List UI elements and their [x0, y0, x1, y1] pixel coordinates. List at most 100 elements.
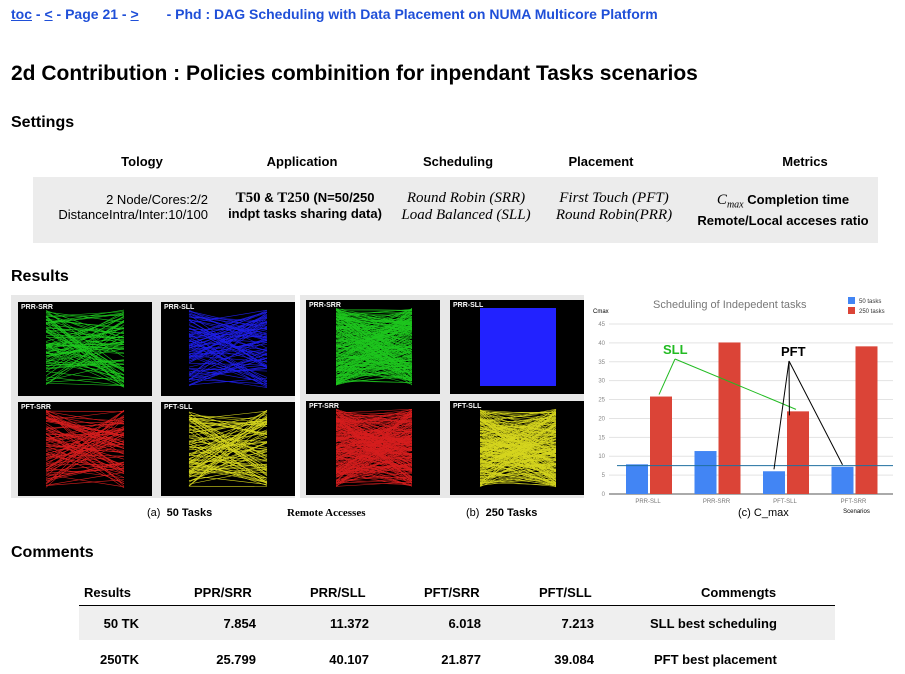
placement-prr: Round Robin(PRR)	[546, 207, 682, 224]
caption-bold: 50 Tasks	[167, 507, 213, 519]
tile-label: PFT-SLL	[164, 404, 192, 411]
tile-label: PFT-SRR	[21, 404, 51, 411]
table-header-row: Results PPR/SRR PRR/SLL PFT/SRR PFT/SLL …	[79, 580, 835, 606]
next-page-link[interactable]: >	[130, 6, 138, 22]
annotation-pft: PFT	[781, 344, 806, 359]
breadcrumb: toc - < - Page 21 - > - Phd : DAG Schedu…	[11, 6, 658, 22]
comments-table: Results PPR/SRR PRR/SLL PFT/SRR PFT/SLL …	[79, 580, 835, 674]
x-tick-label: PFT-SRR	[841, 499, 867, 505]
tile-50-prr-sll: PRR-SLL	[161, 302, 295, 396]
scheduling-srr: Round Robin (SRR)	[394, 190, 538, 207]
y-tick-label: 25	[598, 398, 605, 404]
tile-label: PRR-SRR	[309, 302, 341, 309]
nav-separator: -	[36, 6, 41, 22]
tile-label: PRR-SLL	[164, 304, 194, 311]
column-header-metrics: Metrics	[782, 154, 828, 169]
comments-heading: Comments	[11, 544, 94, 562]
annotation-pointer	[659, 359, 675, 395]
y-tick-label: 30	[598, 379, 605, 385]
annotation-sll: SLL	[663, 342, 688, 357]
legend-label: 50 tasks	[859, 299, 881, 305]
legend-label: 250 tasks	[859, 309, 885, 315]
toc-link[interactable]: toc	[11, 6, 32, 22]
application-cell: T50 & T250 (N=50/250 indpt tasks sharing…	[220, 190, 390, 221]
caption-remote-accesses: Remote Accesses	[287, 507, 366, 519]
metrics-cell: Cmax Completion time Remote/Local accese…	[688, 192, 878, 228]
column-header-scheduling: Scheduling	[423, 154, 493, 169]
column-header: Commengts	[701, 585, 776, 600]
table-row: 50 TK 7.854 11.372 6.018 7.213 SLL best …	[79, 606, 835, 640]
table-cell: 7.854	[179, 616, 256, 631]
metrics-cmax-sub: max	[727, 200, 744, 211]
tile-label: PRR-SRR	[21, 304, 53, 311]
bar	[626, 464, 648, 494]
table-cell: PFT best placement	[654, 652, 777, 667]
legend-swatch	[848, 297, 855, 304]
annotation-pointer	[774, 361, 789, 469]
table-cell: 7.213	[519, 616, 594, 631]
column-header-topology: Tology	[121, 154, 163, 169]
table-cell: SLL best scheduling	[650, 616, 777, 631]
page-number: Page 21	[65, 6, 118, 22]
bar	[650, 397, 672, 494]
x-tick-label: PRR-SLL	[635, 499, 661, 505]
placement-pft: First Touch (PFT)	[546, 190, 682, 207]
y-tick-label: 35	[598, 360, 605, 366]
y-tick-label: 45	[598, 322, 605, 328]
remote-accesses-50-panel: PRR-SRR PRR-SLL PFT-SRR PFT-SLL	[11, 295, 295, 498]
metrics-cmax: C	[717, 192, 727, 208]
bar	[832, 467, 854, 494]
caption-label: (b)	[466, 507, 479, 519]
application-amp: &	[264, 190, 273, 205]
metrics-completion: Completion time	[747, 192, 849, 207]
settings-heading: Settings	[11, 114, 74, 132]
metrics-ratio: Remote/Local acceses ratio	[688, 213, 878, 228]
tile-label: PFT-SLL	[453, 403, 481, 410]
page-title: 2d Contribution : Policies combinition f…	[11, 62, 698, 86]
table-cell: 25.799	[179, 652, 256, 667]
caption-bold: 250 Tasks	[486, 507, 538, 519]
x-tick-label: PRR-SRR	[703, 499, 731, 505]
nav-separator: -	[122, 6, 127, 22]
x-axis-label: Scenarios	[843, 509, 870, 515]
y-tick-label: 5	[602, 473, 606, 479]
column-header-application: Application	[267, 154, 338, 169]
application-n: (N=50/250	[313, 190, 374, 205]
settings-table-header: Tology Application Scheduling Placement …	[33, 154, 878, 172]
application-t50: T50	[236, 190, 261, 206]
y-axis-label: Cmax	[593, 309, 609, 315]
bar	[856, 346, 878, 494]
tile-250-prr-sll: PRR-SLL	[450, 300, 584, 394]
tile-50-pft-sll: PFT-SLL	[161, 402, 295, 496]
nav-separator: -	[57, 6, 62, 22]
y-tick-label: 15	[598, 435, 605, 441]
tile-250-prr-srr: PRR-SRR	[306, 300, 440, 394]
y-tick-label: 10	[598, 454, 605, 460]
tile-250-pft-sll: PFT-SLL	[450, 401, 584, 495]
table-cell: 21.877	[409, 652, 481, 667]
y-tick-label: 40	[598, 341, 605, 347]
tile-label: PFT-SRR	[309, 403, 339, 410]
settings-table-row: 2 Node/Cores:2/2 DistanceIntra/Inter:10/…	[33, 177, 878, 243]
scheduling-cell: Round Robin (SRR) Load Balanced (SLL)	[394, 190, 538, 224]
caption-250-tasks: (b) 250 Tasks	[466, 507, 537, 519]
bar	[719, 342, 741, 494]
application-desc: indpt tasks sharing data)	[220, 206, 390, 221]
topology-nodes: 2 Node/Cores:2/2	[33, 192, 208, 207]
y-tick-label: 20	[598, 416, 605, 422]
caption-50-tasks: (a) 50 Tasks	[147, 507, 212, 519]
column-header: PFT/SLL	[539, 585, 592, 600]
prev-page-link[interactable]: <	[44, 6, 52, 22]
table-cell: 11.372	[289, 616, 369, 631]
column-header-placement: Placement	[568, 154, 633, 169]
caption-label: (a)	[147, 507, 160, 519]
table-row: 250TK 25.799 40.107 21.877 39.084 PFT be…	[79, 640, 835, 674]
table-cell: 50 TK	[79, 616, 139, 631]
document-title-link: - Phd : DAG Scheduling with Data Placeme…	[167, 6, 658, 22]
topology-distance: DistanceIntra/Inter:10/100	[33, 207, 208, 222]
column-header: PRR/SLL	[310, 585, 366, 600]
table-cell: 250TK	[79, 652, 139, 667]
legend-swatch	[848, 307, 855, 314]
